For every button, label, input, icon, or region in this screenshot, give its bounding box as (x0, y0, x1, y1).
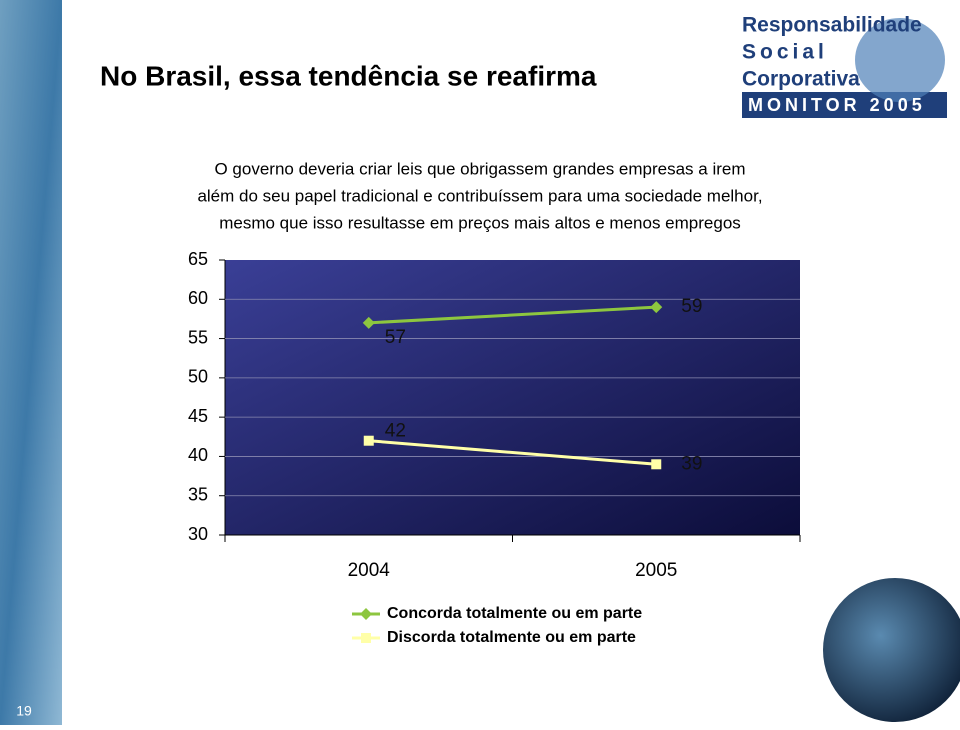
marker (360, 608, 372, 620)
subtitle: mesmo que isso resultasse em preços mais… (219, 213, 741, 232)
page-title: No Brasil, essa tendência se reafirma (100, 60, 597, 91)
data-label: 59 (681, 296, 702, 317)
logo: Responsabilidade Social Corporativa MONI… (742, 14, 947, 118)
y-tick-label: 55 (188, 327, 208, 347)
x-tick-label: 2004 (348, 560, 391, 581)
subtitle: O governo deveria criar leis que obrigas… (214, 159, 745, 178)
marker (363, 435, 374, 446)
marker (650, 301, 663, 314)
y-tick-label: 40 (188, 445, 208, 465)
logo-text: MONITOR 2005 (748, 95, 926, 115)
subtitle: além do seu papel tradicional e contribu… (197, 186, 762, 205)
marker (361, 633, 371, 643)
y-tick-label: 35 (188, 484, 208, 504)
y-tick-label: 45 (188, 406, 208, 426)
data-label: 57 (385, 327, 406, 348)
y-tick-label: 65 (188, 249, 208, 269)
series-line (368, 305, 657, 325)
legend-label: Concorda totalmente ou em parte (387, 605, 642, 622)
logo-text: Corporativa (742, 68, 860, 91)
x-tick-label: 2005 (635, 560, 677, 581)
data-label: 42 (385, 421, 406, 442)
logo-text: Social (742, 41, 828, 64)
globe (823, 578, 960, 722)
y-tick-label: 50 (188, 367, 208, 387)
logo-globe (855, 18, 945, 102)
y-tick-label: 60 (188, 288, 208, 308)
logo-text: Responsabilidade (742, 14, 922, 37)
page-number: 19 (16, 703, 32, 719)
y-tick-label: 30 (188, 524, 208, 544)
side-strip (0, 0, 62, 725)
plot-area (225, 260, 800, 535)
marker (362, 316, 375, 329)
data-label: 39 (681, 453, 702, 474)
series-line (368, 439, 657, 466)
legend-label: Discorda totalmente ou em parte (387, 629, 636, 646)
marker (651, 459, 662, 470)
